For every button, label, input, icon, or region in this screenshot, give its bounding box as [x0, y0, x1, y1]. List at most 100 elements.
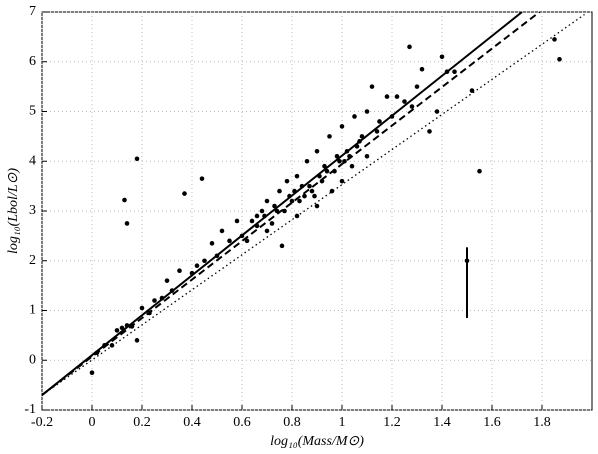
y-tick-label: 4: [29, 153, 36, 168]
fit-line: [42, 12, 523, 396]
x-tick-label: 1.4: [433, 415, 451, 430]
y-tick-label: 5: [29, 104, 36, 119]
data-point: [334, 153, 340, 159]
data-point: [427, 129, 432, 134]
data-point: [377, 119, 382, 124]
data-point: [469, 88, 475, 93]
data-point: [277, 188, 282, 194]
data-point: [134, 338, 140, 343]
data-point: [299, 183, 305, 189]
data-point: [122, 197, 127, 203]
data-point: [282, 208, 287, 214]
data-point: [239, 233, 245, 239]
data-point: [407, 44, 412, 50]
data-point: [322, 163, 327, 169]
data-point: [147, 310, 152, 316]
data-point: [419, 66, 425, 72]
x-tick-label: 1.8: [533, 415, 551, 430]
data-point: [109, 343, 115, 348]
data-point: [264, 198, 270, 204]
data-point: [339, 124, 345, 129]
y-tick-label: -1: [24, 402, 36, 417]
data-point: [139, 305, 145, 311]
data-point: [209, 241, 215, 246]
data-point: [332, 168, 337, 174]
data-point: [394, 94, 400, 99]
x-tick-label: 0.6: [233, 415, 251, 430]
data-point: [297, 198, 302, 204]
y-axis-label: log₁₀(Lbol/L⊙): [6, 168, 21, 254]
x-tick-label: 1: [339, 415, 346, 430]
data-point: [389, 114, 395, 119]
data-point: [477, 168, 482, 174]
data-point: [129, 324, 135, 329]
data-point: [134, 156, 140, 162]
data-point: [364, 109, 370, 114]
data-point: [272, 203, 277, 209]
data-point: [359, 134, 365, 139]
data-point: [444, 69, 450, 74]
x-tick-label: 1.6: [483, 415, 501, 430]
data-point: [402, 99, 407, 104]
data-point: [352, 114, 357, 119]
y-tick-label: 7: [29, 4, 36, 19]
data-point: [342, 158, 347, 164]
data-point: [294, 213, 300, 219]
data-point: [219, 228, 225, 234]
data-point: [409, 104, 415, 109]
data-point: [329, 188, 335, 194]
data-point: [374, 129, 380, 134]
x-tick-label: 0.8: [283, 415, 301, 430]
data-point: [292, 188, 297, 194]
data-point: [344, 149, 350, 154]
y-tick-label: 3: [29, 203, 36, 218]
data-point: [434, 109, 440, 114]
data-point: [259, 208, 265, 214]
x-tick-label: 1.2: [383, 415, 401, 430]
data-point: [262, 213, 267, 219]
data-point: [227, 238, 232, 244]
data-point: [124, 221, 130, 226]
data-point: [452, 69, 457, 74]
data-point: [309, 188, 315, 194]
data-point: [357, 139, 362, 144]
x-tick-label: -0.2: [31, 415, 53, 430]
y-tick-label: 6: [29, 54, 36, 69]
data-point: [234, 218, 240, 224]
data-point: [319, 178, 325, 184]
y-tick-label: 0: [29, 352, 36, 367]
data-point: [347, 153, 352, 159]
data-point: [337, 158, 342, 164]
data-point: [364, 153, 370, 159]
data-point: [369, 84, 375, 89]
data-point: [294, 173, 300, 179]
data-point: [124, 323, 130, 328]
plot-frame: [41, 11, 593, 411]
data-point: [287, 193, 292, 199]
data-point: [249, 218, 255, 224]
data-point: [169, 288, 175, 293]
data-point: [199, 176, 205, 181]
data-point: [384, 94, 390, 99]
data-point: [279, 243, 285, 249]
data-point: [274, 208, 280, 214]
data-point: [194, 263, 200, 269]
data-point: [177, 268, 182, 274]
data-point: [324, 168, 330, 174]
fit-line: [42, 12, 541, 396]
data-point: [414, 84, 420, 89]
data-point: [557, 56, 562, 62]
error-point: [464, 258, 470, 264]
data-point: [314, 149, 320, 154]
data-point: [317, 173, 322, 179]
x-axis-label: log₁₀(Mass/M⊙): [270, 434, 364, 449]
data-point: [312, 193, 317, 199]
data-point: [314, 203, 320, 209]
data-point: [304, 158, 310, 164]
data-point: [552, 37, 557, 42]
data-point: [119, 325, 125, 331]
data-point: [327, 134, 332, 139]
data-point: [339, 178, 345, 184]
data-point: [349, 163, 355, 169]
data-point: [159, 295, 165, 301]
